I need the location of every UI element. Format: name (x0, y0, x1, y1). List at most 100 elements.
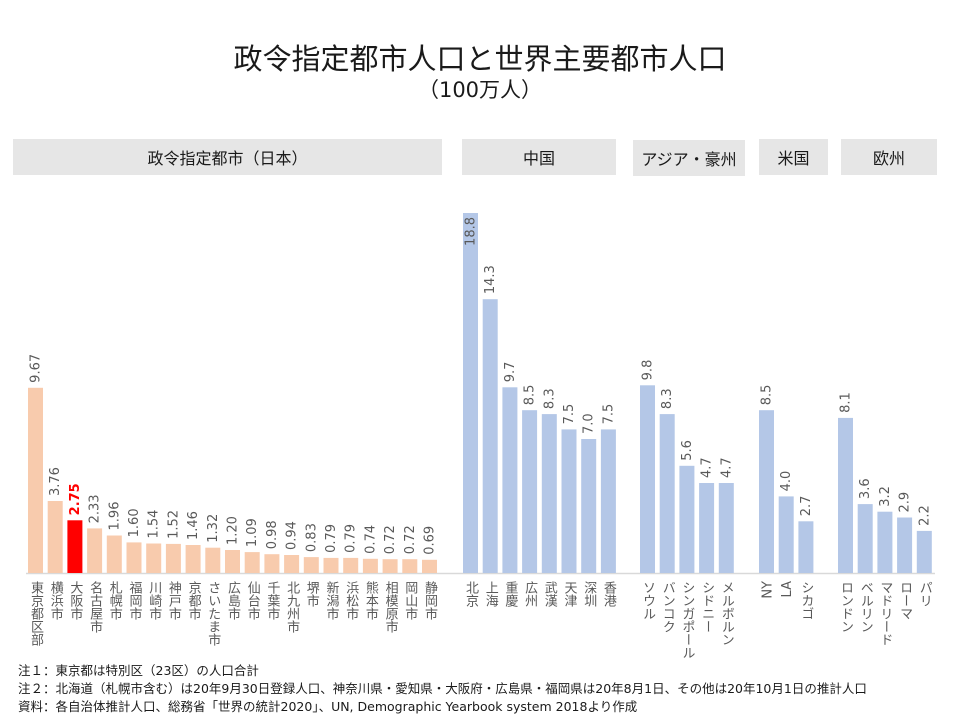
data-label: 0.79 (324, 524, 339, 553)
category-label: ロンドン (838, 581, 853, 633)
bar (67, 520, 83, 573)
bar (165, 543, 181, 573)
bar-group: 8.1 ロンドン 3.6 ベルリン 3.2 マドリード 2.9 ローマ 2.2 パリ (838, 392, 932, 646)
category-label: 東京都区部 (28, 580, 44, 646)
data-label: 14.3 (483, 265, 498, 294)
bar-group: 9.67 東京都区部 3.76 横浜市 2.75 大阪市 2.33 名古屋市 1.96 札幌市 1.… (28, 354, 438, 646)
data-label: 0.79 (344, 524, 359, 553)
bar (482, 299, 498, 573)
bar (284, 555, 300, 573)
bar (640, 385, 655, 573)
bar (541, 414, 557, 573)
category-label: 名古屋市 (87, 580, 103, 633)
category-label: 北京 (463, 581, 479, 607)
category-label: ベルリン (858, 581, 874, 633)
data-label: 8.5 (760, 385, 775, 406)
bar (502, 387, 518, 573)
category-label: 浜松市 (343, 581, 359, 620)
data-label: 1.96 (107, 502, 122, 531)
category-label: 千葉市 (264, 581, 280, 620)
bar (47, 501, 63, 573)
data-label: 2.7 (799, 496, 814, 517)
category-label: 札幌市 (107, 581, 123, 620)
section-header-asia-oceania: アジア・豪州 (633, 140, 745, 176)
data-label: 8.3 (542, 388, 557, 409)
footnotes: 注１：東京都は特別区（23区）の人口合計 注２：北海道（札幌市含む）は20年9月… (18, 662, 867, 716)
category-label: 大阪市 (67, 581, 83, 620)
bar (303, 557, 319, 573)
category-label: 北九州市 (284, 581, 300, 633)
category-label: 香港 (601, 581, 617, 607)
data-label: 1.09 (245, 518, 260, 547)
category-label: 福岡市 (127, 581, 143, 620)
data-label: 3.76 (48, 467, 63, 496)
data-label: 18.8 (464, 217, 479, 246)
category-label: シンガポール (679, 581, 694, 659)
bar (699, 483, 715, 573)
data-label: 0.69 (423, 526, 438, 555)
data-label: 2.9 (898, 492, 913, 513)
data-label: 1.32 (206, 514, 221, 543)
data-label: 9.7 (503, 362, 518, 383)
bar (205, 547, 221, 573)
category-label: メルボルン (719, 581, 734, 646)
data-label: 1.46 (186, 511, 201, 540)
category-label: 重慶 (502, 580, 518, 607)
bar-group: 8.5 NY 4.0 LA 2.7 シカゴ (759, 385, 814, 620)
data-label: 8.3 (660, 388, 675, 409)
data-label: 1.20 (226, 516, 241, 545)
category-label: 堺市 (304, 581, 320, 607)
category-label: シドニー (699, 581, 714, 633)
bar (857, 504, 873, 573)
section-header-europe: 欧州 (841, 139, 937, 175)
bar (264, 554, 280, 573)
bar (679, 465, 695, 573)
data-label: 4.7 (719, 457, 734, 478)
category-label: ローマ (897, 581, 912, 620)
category-label: バンコク (660, 581, 676, 633)
bar (600, 429, 616, 573)
data-label: 2.2 (917, 505, 932, 526)
category-label: 広島市 (225, 581, 241, 620)
category-label: 横浜市 (48, 581, 64, 620)
category-label: 京都市 (186, 581, 202, 620)
bar (225, 550, 240, 573)
data-label: 1.52 (166, 510, 181, 539)
data-label: 8.5 (523, 385, 538, 406)
category-label: 天津 (562, 581, 578, 607)
section-label: 米国 (777, 149, 810, 168)
category-label: マドリード (877, 581, 892, 646)
bar (463, 213, 478, 573)
category-label: 仙台市 (245, 581, 261, 620)
data-label: 1.60 (127, 508, 142, 537)
bar (87, 528, 103, 573)
data-label: 0.72 (383, 525, 398, 554)
note-1: 注１：東京都は特別区（23区）の人口合計 (18, 663, 259, 678)
bar (362, 558, 378, 573)
data-label: 0.98 (265, 520, 280, 549)
bar (146, 543, 162, 573)
data-label: 4.7 (700, 457, 715, 478)
category-label: ソウル (640, 581, 655, 620)
category-label: 新潟市 (324, 580, 340, 620)
bar (561, 429, 577, 573)
bar (897, 517, 913, 573)
data-label: 3.2 (878, 486, 893, 507)
bar (718, 483, 734, 573)
category-label: 深圳 (581, 581, 597, 607)
category-label: NY (761, 581, 776, 599)
data-label: 4.0 (779, 471, 794, 492)
chart-title: 政令指定都市人口と世界主要都市人口 (233, 42, 727, 76)
data-label: 2.75 (68, 483, 83, 515)
bar (778, 496, 794, 573)
bar (244, 552, 260, 573)
category-label: シカゴ (798, 581, 813, 620)
bar (522, 410, 538, 573)
bar (877, 511, 893, 573)
bar (106, 535, 122, 573)
data-label: 7.5 (562, 404, 577, 425)
data-label: 1.54 (147, 510, 162, 539)
bar (759, 410, 774, 573)
data-label: 3.6 (858, 478, 873, 499)
